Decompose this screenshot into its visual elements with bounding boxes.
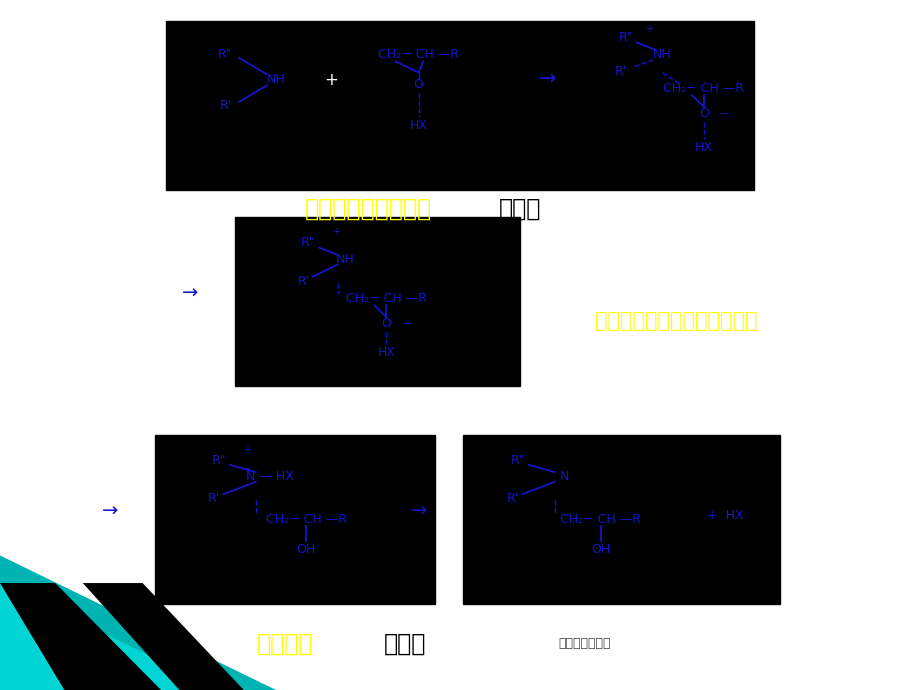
Text: R': R' <box>614 65 627 78</box>
Polygon shape <box>0 583 221 690</box>
Text: HX: HX <box>409 119 427 132</box>
Text: +: + <box>644 24 652 34</box>
Text: R": R" <box>510 453 525 466</box>
Text: −: − <box>243 464 250 473</box>
Text: +: + <box>323 71 338 89</box>
Text: N — HX: N — HX <box>245 471 293 484</box>
Text: CH₂− CH —R: CH₂− CH —R <box>560 513 641 526</box>
Text: 三分子过渡状态使环氧基开环: 三分子过渡状态使环氧基开环 <box>595 311 756 331</box>
Text: （慢）: （慢） <box>498 197 540 220</box>
Text: →: → <box>102 501 119 520</box>
Text: CH₂− CH —R: CH₂− CH —R <box>346 292 426 305</box>
Text: 形成三分子过渡状态: 形成三分子过渡状态 <box>304 197 431 220</box>
Polygon shape <box>83 583 244 690</box>
Text: 质子转移: 质子转移 <box>256 632 313 656</box>
Text: −: − <box>403 319 412 329</box>
Text: R": R" <box>211 453 226 466</box>
Text: NH: NH <box>267 73 285 86</box>
Text: R": R" <box>618 31 632 44</box>
Text: R': R' <box>208 493 221 506</box>
Text: NH: NH <box>335 253 354 266</box>
Bar <box>165 21 754 190</box>
Text: →: → <box>182 284 199 303</box>
Text: −: − <box>720 109 729 119</box>
Bar <box>154 435 435 604</box>
Polygon shape <box>0 555 276 690</box>
Text: 环氧树脂的固化: 环氧树脂的固化 <box>557 638 610 650</box>
Text: →: → <box>410 501 426 520</box>
Text: OH: OH <box>591 543 609 556</box>
Text: R': R' <box>506 493 519 506</box>
Text: CH₂− CH —R: CH₂− CH —R <box>378 48 459 61</box>
Text: R": R" <box>218 48 233 61</box>
Text: HX: HX <box>377 346 395 359</box>
Text: N: N <box>559 471 568 484</box>
Text: HX: HX <box>694 141 712 154</box>
Bar <box>462 435 779 604</box>
Text: R': R' <box>219 99 232 112</box>
Text: O: O <box>414 79 423 92</box>
Text: CH₂− CH —R: CH₂− CH —R <box>663 82 743 95</box>
Bar <box>234 217 519 386</box>
Text: CH₂− CH —R: CH₂− CH —R <box>266 513 346 526</box>
Text: +: + <box>332 228 339 237</box>
Text: NH: NH <box>652 48 671 61</box>
Text: +: + <box>243 445 250 455</box>
Text: （快）: （快） <box>383 632 425 656</box>
Text: +  HX: + HX <box>706 509 743 522</box>
Text: R": R" <box>301 236 315 249</box>
Text: O: O <box>381 317 391 331</box>
Text: OH: OH <box>297 543 315 556</box>
Text: →: → <box>538 70 556 90</box>
Text: R': R' <box>297 275 310 288</box>
Polygon shape <box>0 583 161 690</box>
Text: O: O <box>698 107 708 120</box>
